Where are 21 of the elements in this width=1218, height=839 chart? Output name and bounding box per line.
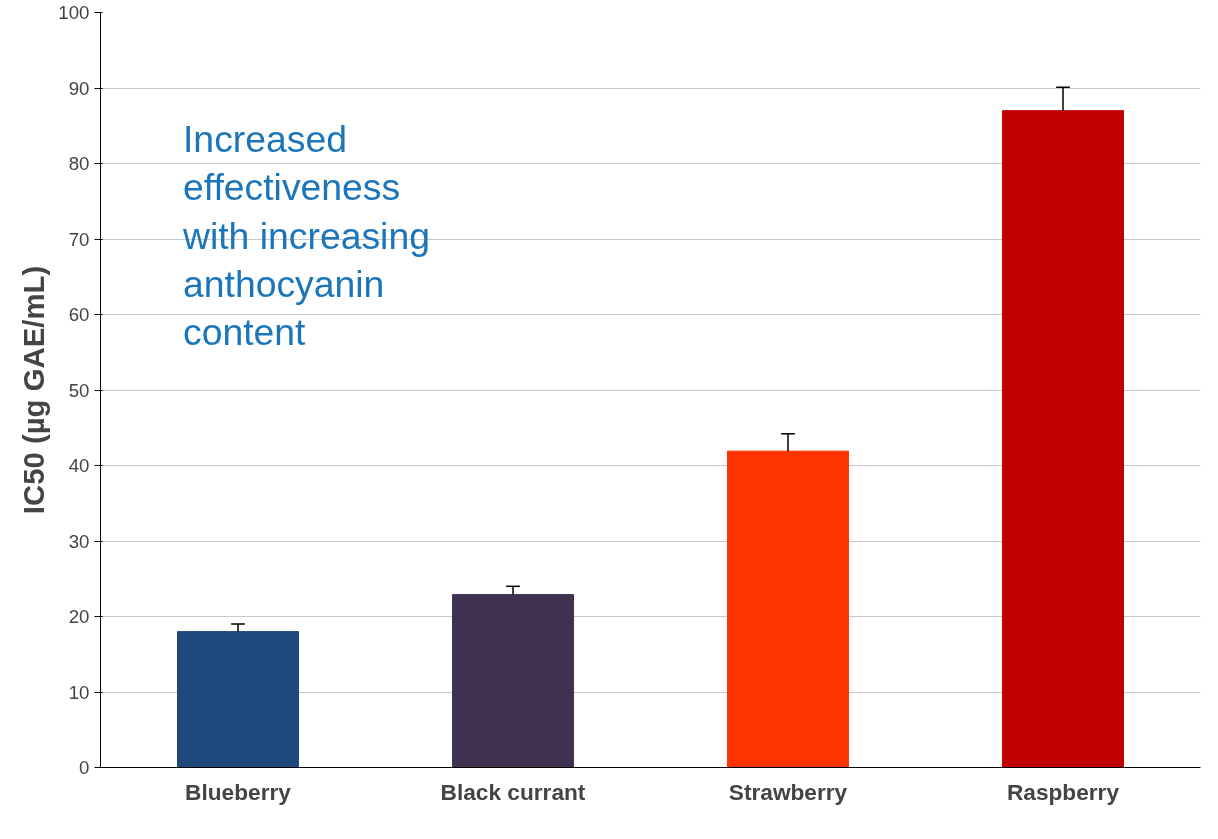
bar bbox=[727, 450, 849, 768]
y-tick-label: 20 bbox=[68, 606, 90, 627]
bar bbox=[177, 631, 299, 768]
y-tick-label: 30 bbox=[68, 530, 90, 552]
x-tick-label: Strawberry bbox=[728, 778, 848, 805]
y-tick-label: 50 bbox=[68, 379, 90, 401]
bar bbox=[1002, 110, 1124, 768]
y-tick-label: 40 bbox=[68, 455, 90, 476]
annotation: Increased effectiveness with increasing anthocyanin content bbox=[182, 118, 430, 354]
bar bbox=[452, 594, 574, 768]
y-tick-label: 100 bbox=[58, 2, 90, 23]
y-tick-label: 0 bbox=[79, 757, 90, 778]
y-axis-title: IC50 (µg GAE/mL) bbox=[17, 265, 51, 515]
x-tick-label: Blueberry bbox=[185, 778, 292, 805]
y-tick-label: 90 bbox=[68, 77, 90, 99]
x-tick-label: Black currant bbox=[440, 778, 586, 805]
y-tick-label: 60 bbox=[68, 304, 90, 325]
y-tick-label: 80 bbox=[68, 153, 90, 174]
y-tick-label: 10 bbox=[68, 681, 90, 703]
y-tick-label: 70 bbox=[68, 228, 90, 250]
x-tick-label: Raspberry bbox=[1006, 778, 1120, 805]
